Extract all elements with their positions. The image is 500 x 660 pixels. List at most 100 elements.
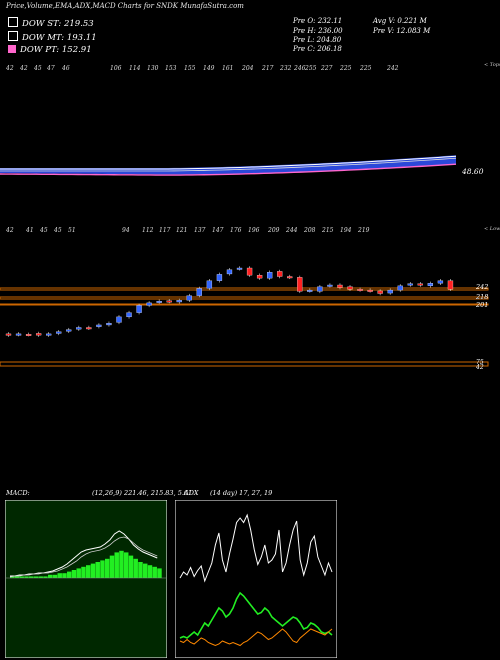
candle-body [407,283,413,286]
stat-open: Pre O: 232.11 [293,17,343,25]
macd-hist-bar [152,566,157,578]
macd-hist-bar [147,565,153,578]
macd-panel [5,500,167,658]
macd-hist-bar [124,552,129,578]
candle-body [236,267,243,270]
low-label: 147 [212,227,224,234]
candle-body [297,277,303,292]
top-label: 149 [203,65,215,72]
low-label: 42 [5,227,14,234]
low-label: 196 [248,227,260,234]
candle-body [35,333,42,336]
candle-body [397,285,403,291]
macd-hist-bar [138,562,143,578]
top-label: 232 [279,65,292,72]
candle-body [106,323,112,326]
macd-hist-bar [114,552,119,578]
macd-hist-bar [14,576,20,578]
lows-label-row: 42 41 45 45 51 94 112 117 121 137 147 176 196 209 244 2… [5,227,370,234]
low-label: 51 [68,227,76,234]
top-label: 155 [184,65,196,72]
macd-hist-bar [76,568,81,578]
low-label: 112 [142,227,154,234]
candle-body [186,295,192,301]
top-label: 246 [293,65,306,72]
candle-body [317,286,323,292]
macd-hist-bar [100,560,105,578]
ema-st-swatch [8,17,18,27]
low-label: 209 [267,227,280,234]
sr-label: 218 [475,293,488,301]
candle-body [206,280,213,289]
adx-line [179,628,333,647]
macd-hist-bar [67,571,72,578]
candle-body [96,324,102,327]
macd-hist-bar [38,576,43,578]
volume-ema-band [0,155,457,176]
candle-body [427,283,434,286]
candle-body [327,284,333,287]
candle-body [277,271,283,277]
candle-body [307,289,313,292]
ema-pt-swatch [8,45,16,53]
macd-hist-bar [133,558,138,578]
macd-hist-bar [90,563,96,578]
ema-mt-swatch [8,31,18,41]
candle-body [56,331,62,334]
ema-pt-label: DOW PT: 152.91 [20,45,92,55]
candle-body [387,289,393,294]
macd-histogram [5,550,167,579]
lows-tag: < Lows [484,226,500,232]
top-label: 45 [33,65,42,72]
macd-hist-bar [95,562,100,578]
candle-body [5,333,12,336]
support-resistance-lines [0,287,489,367]
low-label: 219 [357,227,370,234]
volume-value-label: 48.60 [461,167,484,176]
macd-hist-bar [24,576,29,578]
low-label: 45 [53,227,62,234]
macd-hist-bar [57,573,62,578]
candle-body [15,333,22,336]
macd-params: (12,26,9) 221.46, 215.83, 5.61 [92,489,193,497]
macd-hist-bar [62,573,67,578]
top-label: 255 [304,65,317,72]
candle-body [287,276,293,279]
candle-body [216,274,223,281]
ema-pt-line [0,163,457,176]
candle-body [156,300,162,303]
adx-label: ADX [184,489,199,497]
top-label: 47 [46,65,55,72]
stat-pre-volume: Pre V: 12.083 M [373,27,431,35]
candle-body [226,269,233,275]
candle-body [447,280,454,290]
macd-hist-bar [43,576,48,578]
sr-label: 242 [475,283,488,291]
candle-body [256,275,263,279]
candle-body [377,290,383,294]
candle-body [146,302,152,306]
macd-hist-bar [71,570,77,578]
top-label: 225 [359,65,372,72]
candle-body [417,283,423,286]
stat-avg-volume: Avg V: 0.221 M [373,17,427,25]
candlestick-series [5,266,454,337]
candle-body [25,334,32,336]
candle-body [46,333,52,336]
stat-close: Pre C: 206.18 [293,45,342,53]
far-sr-label: 75 [476,359,484,366]
candle-body [267,272,273,279]
top-label: 46 [61,65,70,72]
candle-body [337,284,343,288]
low-label: 117 [159,227,171,234]
macd-hist-bar [52,574,58,578]
macd-hist-bar [48,574,53,578]
tops-tag: < Tops [484,62,500,68]
ema-mt-label: DOW MT: 193.11 [22,33,97,43]
top-label: 42 [19,65,28,72]
stat-high: Pre H: 236.00 [293,27,343,35]
top-label: 204 [241,65,254,72]
sr-label: 201 [475,301,488,309]
low-label: 208 [303,227,316,234]
